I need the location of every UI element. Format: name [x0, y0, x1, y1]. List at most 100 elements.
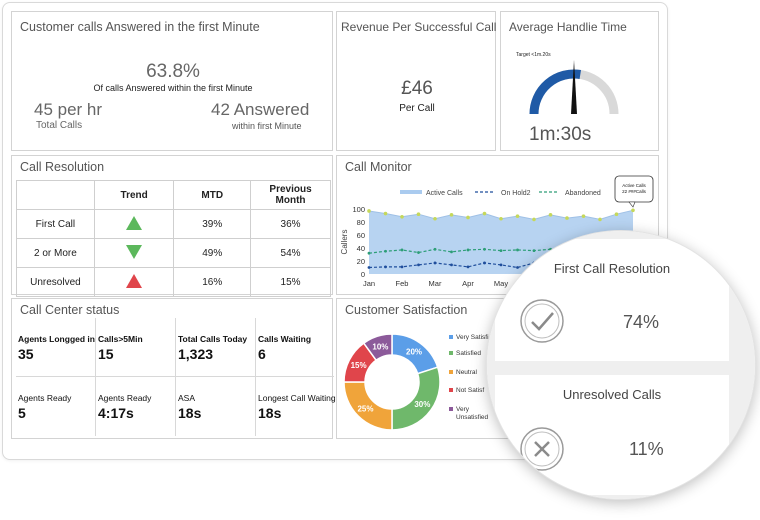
- status-value: 5: [18, 405, 26, 421]
- unresolved-calls-value: 11%: [629, 439, 664, 459]
- series-point-active-calls: [499, 216, 503, 221]
- legend-label: On Hold2: [501, 190, 531, 197]
- status-value: 15: [98, 346, 114, 362]
- trend-cell: [93, 209, 175, 239]
- checkmark-circle-icon: [520, 299, 564, 343]
- series-point-on-hold: [450, 263, 453, 267]
- y-tick-label: 60: [357, 231, 365, 240]
- callout-text: Active Calls: [622, 183, 646, 188]
- x-circle-icon: [520, 427, 564, 471]
- status-label: Agents Ready: [18, 393, 72, 403]
- mtd-value: 49%: [173, 238, 252, 268]
- revenue-title: Revenue Per Successful Call: [341, 20, 497, 34]
- series-point-active-calls: [482, 211, 487, 216]
- series-point-on-hold: [433, 261, 437, 265]
- donut-data-label: 25%: [357, 405, 373, 414]
- status-value: 1,323: [178, 346, 214, 362]
- series-point-abandoned: [433, 247, 437, 251]
- series-point-active-calls: [416, 212, 421, 216]
- series-point-abandoned: [400, 248, 404, 252]
- series-point-on-hold: [367, 266, 371, 269]
- series-point-abandoned: [483, 247, 486, 251]
- donut-data-label: 15%: [351, 361, 367, 370]
- status-label: Agents Longged in: [18, 334, 95, 344]
- trend-up-green-icon: [126, 215, 143, 230]
- status-label: ASA: [178, 393, 196, 403]
- y-tick-label: 80: [357, 218, 365, 227]
- status-label: Calls Waiting: [258, 334, 312, 344]
- series-point-active-calls: [367, 209, 371, 213]
- callout-pointer: [628, 201, 636, 208]
- trend-cell: [93, 267, 175, 297]
- y-tick-label: 20: [357, 257, 365, 266]
- first-call-resolution-title: First Call Resolution: [553, 261, 671, 276]
- status-label: Longest Call Waiting: [258, 393, 336, 403]
- donut-data-label: 20%: [406, 348, 422, 357]
- status-label: Total Calls Today: [178, 334, 248, 344]
- row-label: First Call: [16, 209, 95, 239]
- status-cell: Longest Call Waiting 18s: [256, 377, 336, 436]
- legend-swatch: [449, 335, 453, 339]
- series-point-on-hold: [417, 263, 420, 267]
- satisfaction-donut-chart: 20% 30% 25% 15% 10% Very Satisfi Satisfied Neut…: [343, 333, 489, 431]
- answered-count-caption: within first Minute: [232, 121, 302, 131]
- series-point-on-hold: [483, 261, 486, 265]
- legend-swatch: [449, 370, 453, 374]
- row-label: Unresolved: [16, 267, 95, 297]
- revenue-caption: Per Call: [399, 103, 435, 114]
- y-axis-label: Callers: [340, 230, 349, 255]
- prev-value: 54%: [250, 238, 331, 268]
- series-point-on-hold: [466, 265, 470, 269]
- first-call-resolution-card: First Call Resolution 74%: [495, 239, 729, 361]
- callout-text: 22 ###Calls: [622, 189, 647, 194]
- status-cell: Total Calls Today 1,323: [176, 318, 256, 377]
- legend-label: Not Satisf: [456, 387, 484, 394]
- legend-label: Very: [456, 406, 470, 413]
- calls-per-hour: 45 per hr: [34, 100, 103, 119]
- legend-label: Very Satisfi: [456, 334, 489, 341]
- legend-swatch: [449, 388, 453, 392]
- status-grid: Agents Longged in 35 Calls>5Min 15 Total C…: [16, 318, 336, 436]
- donut-data-label: 10%: [372, 342, 388, 351]
- series-point-active-calls: [466, 215, 470, 220]
- mtd-value: 39%: [173, 209, 252, 239]
- magnifier-overlay: First Call Resolution 74% Unresolved Cal…: [486, 230, 756, 500]
- series-point-active-calls: [598, 217, 602, 222]
- series-point-active-calls: [400, 215, 404, 219]
- customer-satisfaction-title: Customer Satisfaction: [345, 303, 468, 317]
- y-tick-label: 0: [361, 270, 365, 279]
- donut-data-label: 30%: [414, 400, 430, 409]
- legend-swatch: [449, 351, 453, 355]
- status-value: 35: [18, 346, 34, 362]
- handle-time-panel: Average Handlie Time Target <1m.20s 1m:3…: [500, 11, 659, 151]
- series-point-abandoned: [450, 250, 453, 254]
- series-point-active-calls: [614, 212, 619, 216]
- table-header-blank: [16, 180, 95, 210]
- handle-time-value: 1m:30s: [529, 124, 592, 145]
- handle-time-title: Average Handlie Time: [509, 20, 627, 34]
- x-tick-label: Mar: [429, 279, 442, 288]
- status-cell: Agents Longged in 35: [16, 318, 96, 377]
- handle-time-target-label: Target <1m.20s: [516, 52, 551, 58]
- table-row: First Call 39% 36%: [16, 209, 331, 239]
- trend-up-red-icon: [126, 273, 143, 288]
- calls-answered-title: Customer calls Answered in the first Min…: [20, 20, 260, 34]
- call-center-status-panel: Call Center status Agents Longged in 35 C…: [11, 298, 336, 439]
- series-point-abandoned: [384, 249, 387, 253]
- first-call-resolution-value: 74%: [623, 312, 660, 332]
- calls-answered-percent-caption: Of calls Answered within the first Minut…: [93, 83, 253, 93]
- series-point-active-calls: [581, 214, 586, 218]
- status-cell: Agents Ready 5: [16, 377, 96, 436]
- series-point-active-calls: [515, 214, 520, 218]
- status-cell: Calls>5Min 15: [96, 318, 176, 377]
- table-header-row: Trend MTD Previous Month: [16, 180, 331, 210]
- table-header-prev-month: Previous Month: [250, 180, 331, 210]
- status-label: Calls>5Min: [98, 334, 143, 344]
- unresolved-calls-card: Unresolved Calls 11%: [495, 375, 729, 495]
- legend-label: Active Calls: [426, 190, 463, 197]
- row-label: 2 or More: [16, 238, 95, 268]
- series-point-abandoned: [466, 248, 470, 252]
- calls-per-hour-caption: Total Calls: [36, 120, 83, 131]
- x-tick-label: Feb: [396, 279, 409, 288]
- status-cell: ASA 18s: [176, 377, 256, 436]
